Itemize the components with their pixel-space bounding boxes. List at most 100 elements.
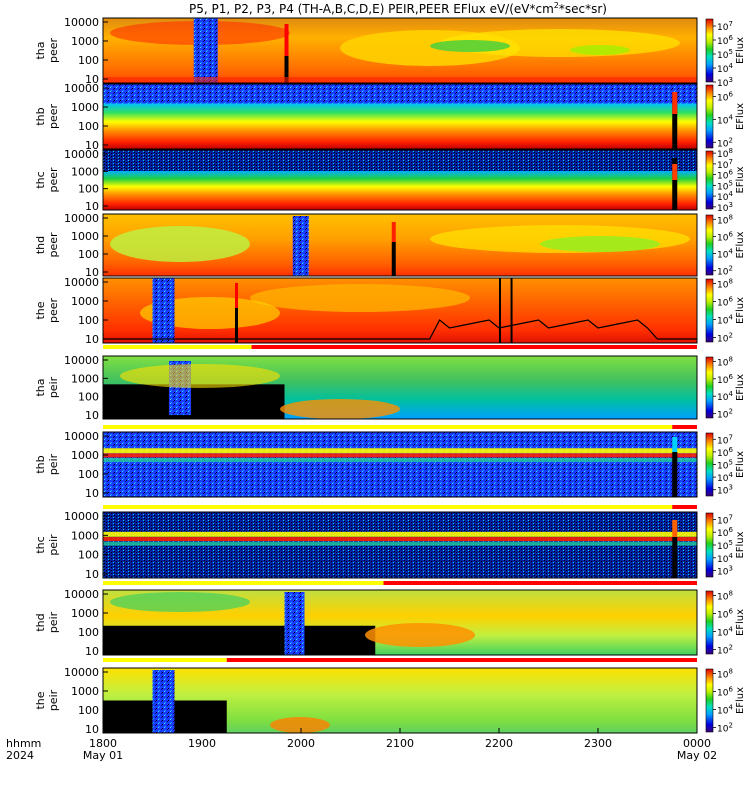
colorbar-tick-label: 106 xyxy=(717,608,733,621)
title-superscript: 2 xyxy=(554,1,559,10)
colorbar-tick-base: 10 xyxy=(717,37,729,47)
y-axis-type-label: peir xyxy=(47,689,60,711)
colorbar-tick-label: 103 xyxy=(717,484,733,497)
colorbar-tick-label: 108 xyxy=(717,355,733,368)
colorbar-tick-base: 10 xyxy=(717,233,729,243)
panel-frame xyxy=(102,149,698,211)
colorbar-tick-base: 10 xyxy=(717,542,729,552)
x-corner-label: hhmm xyxy=(6,737,41,750)
spectrogram-background xyxy=(103,171,697,210)
y-tick-label: 10 xyxy=(85,200,99,213)
colorbar-tick-label: 104 xyxy=(717,248,733,261)
colorbar-tick-base: 10 xyxy=(717,629,729,639)
colorbar-tick-exponent: 8 xyxy=(728,213,732,221)
y-tick-label: 10000 xyxy=(64,666,99,679)
y-axis-type-label: peer xyxy=(47,232,60,258)
colorbar-tick-exponent: 7 xyxy=(728,20,732,28)
colorbar-tick-exponent: 6 xyxy=(728,373,733,381)
colorbar-label: EFlux xyxy=(735,37,746,64)
colorbar-tick-label: 104 xyxy=(717,471,733,484)
colorbar-label: EFlux xyxy=(735,374,746,401)
flux-region xyxy=(280,399,400,419)
colorbar-tick-base: 10 xyxy=(717,462,729,472)
y-tick-label: 10 xyxy=(85,487,99,500)
panel-frame xyxy=(102,277,698,344)
colorbar-tick-base: 10 xyxy=(717,358,729,368)
spectrogram xyxy=(103,150,697,210)
colorbar-tick-base: 10 xyxy=(717,689,729,699)
colorbar-label: EFlux xyxy=(735,297,746,324)
colorbar-tick-base: 10 xyxy=(717,268,729,278)
colorbar-tick-exponent: 8 xyxy=(728,590,732,598)
y-tick-label: 10 xyxy=(85,73,99,86)
status-bar-red xyxy=(251,345,697,349)
y-tick-label: 100 xyxy=(78,468,99,481)
colorbar-tick-base: 10 xyxy=(717,516,729,526)
y-tick-label: 10000 xyxy=(64,276,99,289)
status-bar-yellow xyxy=(103,658,227,662)
colorbar-tick-label: 106 xyxy=(717,169,733,182)
status-bar-red xyxy=(672,505,697,509)
colorbar-tick-label: 102 xyxy=(717,722,733,735)
x-tick-label: 2000 xyxy=(287,737,315,750)
y-tick-label: 100 xyxy=(78,54,99,67)
colorbar-tick-base: 10 xyxy=(717,529,729,539)
colorbar-tick-label: 105 xyxy=(717,459,733,472)
colorbar-tick-label: 107 xyxy=(717,20,733,33)
colorbar-tick-base: 10 xyxy=(717,182,729,192)
colorbar-tick-base: 10 xyxy=(717,299,729,309)
colorbar-tick-label: 108 xyxy=(717,278,733,291)
colorbar-tick-exponent: 5 xyxy=(728,48,732,56)
colorbar-tick-base: 10 xyxy=(717,393,729,403)
flux-region xyxy=(120,364,280,388)
colorbar-tick-label: 103 xyxy=(717,76,733,89)
colorbar-tick-exponent: 4 xyxy=(728,314,733,322)
data-feature xyxy=(672,537,678,578)
panel-frame xyxy=(102,83,698,150)
colorbar-tick-exponent: 8 xyxy=(728,278,732,286)
data-feature xyxy=(152,278,175,343)
colorbar-tick-label: 102 xyxy=(717,265,733,278)
colorbar-tick-base: 10 xyxy=(717,671,729,681)
flux-region xyxy=(430,40,510,52)
title-tail: *sec*sr) xyxy=(559,2,607,16)
colorbar-tick-label: 107 xyxy=(717,158,733,171)
colorbar-tick-exponent: 3 xyxy=(728,201,732,209)
colorbar-tick-label: 102 xyxy=(717,644,733,657)
y-tick-label: 10000 xyxy=(64,148,99,161)
y-tick-label: 10000 xyxy=(64,212,99,225)
colorbar xyxy=(705,668,714,733)
status-bar-red xyxy=(672,425,697,429)
data-feature xyxy=(292,216,309,276)
colorbar-tick-exponent: 6 xyxy=(728,90,733,98)
noise-floor xyxy=(103,84,697,104)
colorbar xyxy=(705,214,714,276)
colorbar-tick-label: 105 xyxy=(717,539,733,552)
colorbar-tick-label: 106 xyxy=(717,230,733,243)
colorbar-tick-label: 102 xyxy=(717,136,733,149)
colorbar-tick-base: 10 xyxy=(717,251,729,261)
y-tick-label: 1000 xyxy=(71,295,99,308)
y-axis-type-label: peir xyxy=(47,611,60,633)
status-bar-yellow xyxy=(103,505,673,509)
y-tick-label: 100 xyxy=(78,248,99,261)
flux-region xyxy=(540,236,660,252)
y-tick-label: 10000 xyxy=(64,16,99,29)
data-feature xyxy=(152,670,175,733)
colorbar-tick-exponent: 8 xyxy=(728,147,732,155)
colorbar-tick-label: 104 xyxy=(717,314,733,327)
colorbar-tick-base: 10 xyxy=(717,139,729,149)
y-axis-type-label: peir xyxy=(47,453,60,475)
x-tick-label: 1900 xyxy=(188,737,216,750)
y-tick-label: 100 xyxy=(78,626,99,639)
colorbar-tick-base: 10 xyxy=(717,116,729,126)
x-date-label: May 01 xyxy=(83,749,123,762)
colorbar-tick-base: 10 xyxy=(717,216,729,226)
colorbar-tick-base: 10 xyxy=(717,23,729,33)
